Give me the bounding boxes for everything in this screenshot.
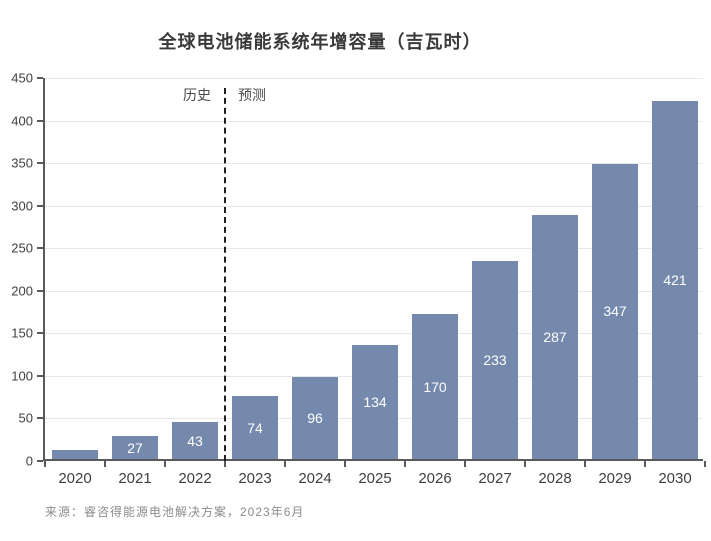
bar-value-label-2021: 27 [127, 439, 143, 456]
y-tick-450 [37, 77, 43, 79]
bar-2030: 421 [652, 100, 698, 459]
x-axis-label-2024: 2024 [298, 470, 332, 487]
x-tick-11 [704, 461, 706, 467]
x-tick-0 [44, 461, 46, 467]
bar-value-label-2023: 74 [247, 419, 263, 436]
y-tick-200 [37, 289, 43, 292]
bar-value-label-2027: 233 [483, 351, 507, 368]
gridline-350 [45, 163, 703, 165]
gridline-200 [45, 290, 703, 292]
y-axis-label-100: 100 [11, 368, 33, 384]
gridline-450 [45, 78, 703, 79]
x-axis-label-2020: 2020 [58, 470, 92, 487]
x-tick-8 [524, 461, 526, 467]
plot-area: 0 50 100 150 200 250 300 350 400 450 2020 27 2021 43 2… [11, 71, 706, 487]
chart-title: 全球电池储能系统年增容量（吉瓦时） [158, 32, 482, 52]
x-tick-6 [404, 461, 406, 467]
y-axis-label-250: 250 [11, 240, 33, 256]
bar-2024: 96 [292, 377, 338, 459]
bar-value-label-2026: 170 [423, 378, 447, 395]
bar-value-label-2030: 421 [663, 271, 687, 288]
x-tick-5 [344, 461, 346, 467]
history-label: 历史 [183, 87, 211, 103]
bar-value-label-2025: 134 [363, 394, 387, 410]
gridline-150 [45, 333, 703, 335]
bar-2029: 347 [592, 163, 638, 459]
x-axis-label-2023: 2023 [238, 470, 272, 487]
bar-value-label-2029: 347 [603, 303, 627, 320]
y-axis-label-350: 350 [11, 155, 33, 171]
x-tick-2 [164, 461, 166, 467]
x-axis-label-2029: 2029 [598, 470, 632, 487]
bar-2026: 170 [412, 314, 458, 459]
y-tick-400 [37, 119, 43, 122]
bar-2028: 287 [532, 214, 578, 459]
x-tick-7 [464, 461, 466, 467]
x-axis-label-2026: 2026 [418, 470, 452, 487]
y-axis-label-200: 200 [11, 283, 33, 299]
y-axis-label-400: 400 [11, 113, 33, 129]
source-attribution: 来源：睿咨得能源电池解决方案，2023年6月 [45, 505, 305, 519]
bar-2022: 43 [172, 422, 218, 459]
y-axis-label-150: 150 [11, 325, 33, 341]
x-axis-label-2025: 2025 [358, 470, 392, 487]
x-axis-label-2030: 2030 [658, 470, 692, 487]
bar-value-label-2024: 96 [307, 410, 323, 427]
y-tick-50 [37, 417, 43, 420]
gridline-300 [45, 205, 703, 207]
x-tick-1 [104, 461, 106, 467]
y-tick-0 [37, 460, 43, 462]
y-tick-350 [37, 162, 43, 165]
y-tick-100 [37, 374, 43, 377]
forecast-label: 预测 [238, 87, 266, 103]
y-tick-150 [37, 332, 43, 335]
y-axis-label-0: 0 [25, 453, 33, 469]
y-tick-250 [37, 247, 43, 250]
x-tick-4 [284, 461, 286, 467]
x-axis-label-2027: 2027 [478, 470, 512, 487]
x-axis-label-2028: 2028 [538, 470, 572, 487]
bar-2023: 74 [232, 396, 278, 459]
history-forecast-divider [224, 88, 226, 461]
x-axis-label-2021: 2021 [118, 470, 152, 487]
y-axis-label-300: 300 [11, 198, 33, 214]
x-tick-10 [644, 461, 646, 467]
bar-2020 [52, 449, 98, 459]
y-axis-label-50: 50 [18, 410, 33, 426]
x-tick-9 [584, 461, 586, 467]
gridline-400 [45, 120, 703, 122]
bar-value-label-2022: 43 [187, 432, 203, 449]
x-tick-3 [224, 461, 226, 467]
x-axis-label-2022: 2022 [178, 470, 212, 487]
bar-2021: 27 [112, 436, 158, 459]
gridline-250 [45, 248, 703, 250]
y-tick-300 [37, 204, 43, 207]
y-axis-label-450: 450 [11, 70, 33, 86]
bar-2025: 134 [352, 345, 398, 459]
bar-value-label-2028: 287 [543, 328, 567, 345]
bar-2027: 233 [472, 260, 518, 459]
